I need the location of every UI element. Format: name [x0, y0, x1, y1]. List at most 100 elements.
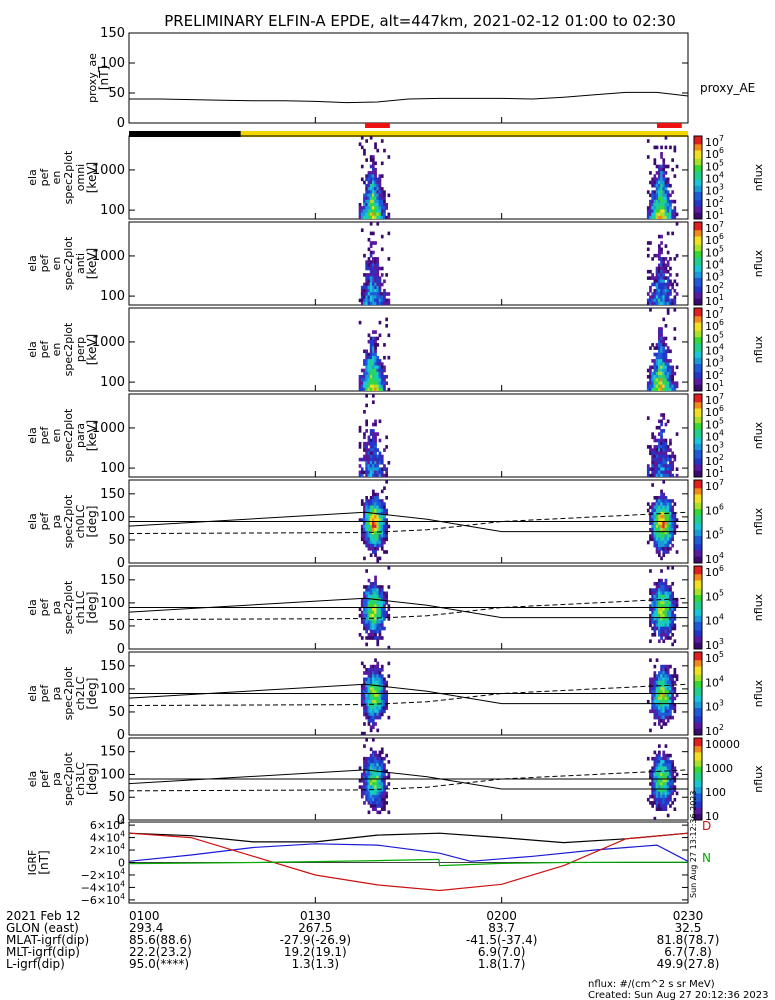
- spectrogram-cell: [365, 362, 368, 366]
- spectrogram-cell: [666, 763, 670, 767]
- spectrogram-cell: [369, 715, 373, 720]
- colorbar-cell: [694, 253, 702, 256]
- colorbar-cell: [694, 760, 702, 763]
- spectrogram-cell: [369, 164, 373, 169]
- spectrogram-cell: [669, 782, 672, 786]
- spectrogram-cell: [376, 543, 380, 548]
- orbit-row-label: MLAT-igrf(dip): [6, 933, 89, 947]
- spectrogram-cell: [365, 301, 368, 305]
- y-axis-label: ch2LC: [74, 676, 87, 710]
- spectrogram-cell: [662, 206, 666, 210]
- spectrogram-cell: [378, 375, 382, 379]
- spectrogram-cell: [646, 502, 650, 506]
- spectrogram-cell: [378, 540, 382, 545]
- spectrogram-cell: [367, 715, 371, 720]
- spectrogram-cell: [669, 365, 672, 370]
- spectrogram-cell: [369, 496, 373, 500]
- spectrogram-cell: [374, 349, 377, 354]
- spectrogram-cell: [372, 712, 375, 717]
- spectrogram-cell: [380, 623, 384, 628]
- colorbar-cell: [694, 613, 702, 617]
- spectrogram-cell: [651, 706, 654, 710]
- spectrogram-cell: [374, 174, 377, 178]
- spectrogram-cell: [662, 352, 666, 357]
- spectrogram-cell: [658, 791, 661, 796]
- spectrogram-cell: [372, 585, 375, 589]
- spectrogram-cell: [360, 794, 364, 799]
- y-axis-label: en: [50, 171, 63, 185]
- spectrogram-cell: [365, 620, 368, 624]
- spectrogram-cell: [372, 680, 375, 685]
- spectrogram-cell: [374, 276, 377, 280]
- spectrogram-cell: [671, 505, 674, 510]
- spectrogram-cell: [365, 298, 368, 303]
- spectrogram-cell: [367, 690, 371, 694]
- spectrogram-cell: [369, 712, 373, 717]
- colorbar-cell: [694, 758, 702, 761]
- colorbar-tick-label: 107: [705, 478, 724, 493]
- spectrogram-cell: [653, 368, 657, 373]
- spectrogram-cell: [649, 658, 652, 662]
- spectrogram-cell: [671, 534, 674, 538]
- spectrogram-cell: [363, 384, 366, 389]
- spectrogram-cell: [385, 467, 388, 471]
- spectrogram-cell: [372, 594, 375, 599]
- spectrogram-cell: [671, 167, 674, 172]
- spectrogram-cell: [367, 597, 371, 602]
- spectrogram-cell: [363, 448, 366, 452]
- colorbar-cell: [694, 474, 702, 478]
- spectrogram-cell: [376, 336, 380, 341]
- spectrogram-cell: [378, 797, 382, 802]
- spectrogram-cell: [365, 515, 368, 519]
- colorbar-cell: [694, 314, 702, 317]
- spectrogram-cell: [660, 422, 663, 427]
- colorbar-cell: [694, 523, 702, 527]
- spectrogram-cell: [669, 677, 672, 682]
- spectrogram-cell: [662, 706, 666, 710]
- spectrogram-cell: [655, 183, 659, 188]
- spectrogram-cell: [369, 620, 373, 624]
- colorbar-cell: [694, 312, 702, 315]
- colorbar-cell: [694, 232, 702, 235]
- spectrogram-cell: [360, 601, 364, 605]
- spectrogram-cell: [653, 212, 657, 217]
- spectrogram-cell: [380, 801, 384, 805]
- spectrogram-cell: [378, 794, 382, 799]
- colorbar-cell: [694, 670, 702, 674]
- spectrogram-cell: [372, 719, 375, 723]
- spectrogram-cell: [658, 206, 661, 210]
- spectrogram-cell: [660, 492, 663, 497]
- spectrogram-cell: [380, 524, 384, 529]
- spectrogram-cell: [360, 518, 364, 522]
- spectrogram-cell: [662, 378, 666, 382]
- spectrogram-cell: [660, 266, 663, 271]
- colorbar-cell: [694, 249, 702, 252]
- spectrogram-cell: [660, 359, 663, 363]
- spectrogram-cell: [376, 763, 380, 767]
- spectrogram-cell: [655, 690, 659, 694]
- colorbar-cell: [694, 466, 702, 470]
- spectrogram-cell: [651, 196, 654, 201]
- colorbar-cell: [694, 206, 702, 210]
- spectrogram-cell: [369, 279, 373, 284]
- spectrogram-cell: [363, 527, 366, 532]
- spectrogram-cell: [383, 775, 386, 780]
- spectrogram-cell: [376, 668, 380, 672]
- spectrogram-cell: [664, 534, 668, 538]
- spectrogram-cell: [369, 791, 373, 796]
- spectrogram-cell: [671, 591, 674, 596]
- spectrogram-cell: [664, 324, 668, 328]
- spectrogram-cell: [660, 187, 663, 191]
- spectrogram-cell: [369, 604, 373, 608]
- orbit-value: 85.6(88.6): [129, 933, 192, 947]
- spectrogram-cell: [669, 804, 672, 808]
- spectrogram-cell: [655, 343, 659, 347]
- spectrogram-cell: [360, 597, 364, 602]
- colorbar-cell: [694, 443, 702, 447]
- spectrogram-cell: [658, 804, 661, 808]
- spectrogram-cell: [374, 588, 377, 592]
- spectrogram-cell: [380, 511, 384, 516]
- spectrogram-cell: [649, 515, 652, 519]
- spectrogram-cell: [664, 604, 668, 608]
- igrf-label-n: N: [702, 851, 711, 865]
